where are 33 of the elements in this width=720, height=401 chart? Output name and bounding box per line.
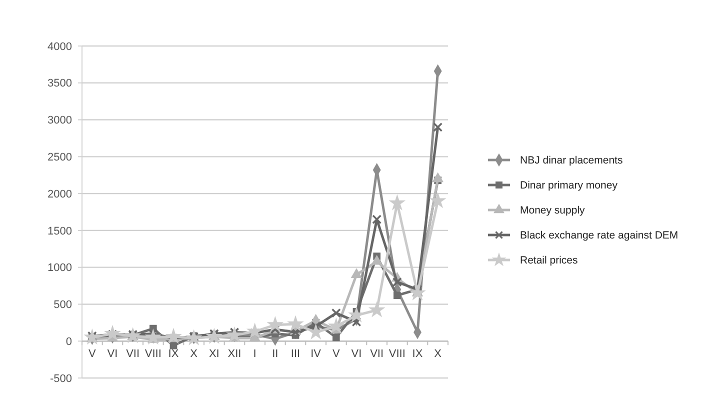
x-tick-label: X [190, 348, 198, 360]
y-tick-label: 4000 [48, 40, 72, 53]
y-tick-label: 500 [54, 299, 72, 312]
x-tick-label: VII [370, 348, 384, 360]
y-tick-label: -500 [50, 372, 72, 385]
x-tick-label: IV [310, 348, 322, 360]
y-tick-label: 2000 [48, 188, 72, 200]
x-tick-label: IX [168, 348, 180, 360]
x-tick-label: VI [351, 348, 362, 360]
y-tick-label: 1000 [48, 262, 72, 274]
x-tick-label: I [253, 348, 256, 360]
y-tick-label: 3000 [48, 114, 72, 127]
y-tick-label: 2500 [48, 152, 72, 164]
x-tick-label: V [88, 348, 96, 360]
x-tick-label: X [434, 348, 442, 360]
legend-label: NBJ dinar placements [520, 154, 623, 167]
legend-label: Dinar primary money [520, 180, 618, 192]
y-tick-label: 0 [66, 336, 72, 348]
legend-label: Black exchange rate against DEM [520, 230, 678, 242]
x-tick-label: VI [107, 348, 118, 360]
x-tick-label: III [290, 348, 300, 360]
x-tick-label: XI [208, 348, 220, 360]
y-tick-label: 1500 [48, 225, 72, 238]
x-tick-label: VII [126, 348, 140, 360]
x-tick-label: V [332, 348, 340, 360]
y-tick-label: 3500 [48, 78, 72, 90]
x-tick-label: IX [412, 348, 424, 360]
x-tick-label: XII [228, 348, 242, 360]
x-tick-label: VIII [144, 348, 162, 360]
legend-label: Money supply [520, 204, 586, 217]
x-tick-label: II [272, 348, 278, 360]
x-tick-label: VIII [388, 348, 406, 360]
legend-label: Retail prices [520, 254, 578, 267]
